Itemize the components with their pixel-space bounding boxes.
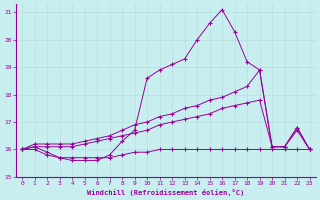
X-axis label: Windchill (Refroidissement éolien,°C): Windchill (Refroidissement éolien,°C)	[87, 189, 244, 196]
